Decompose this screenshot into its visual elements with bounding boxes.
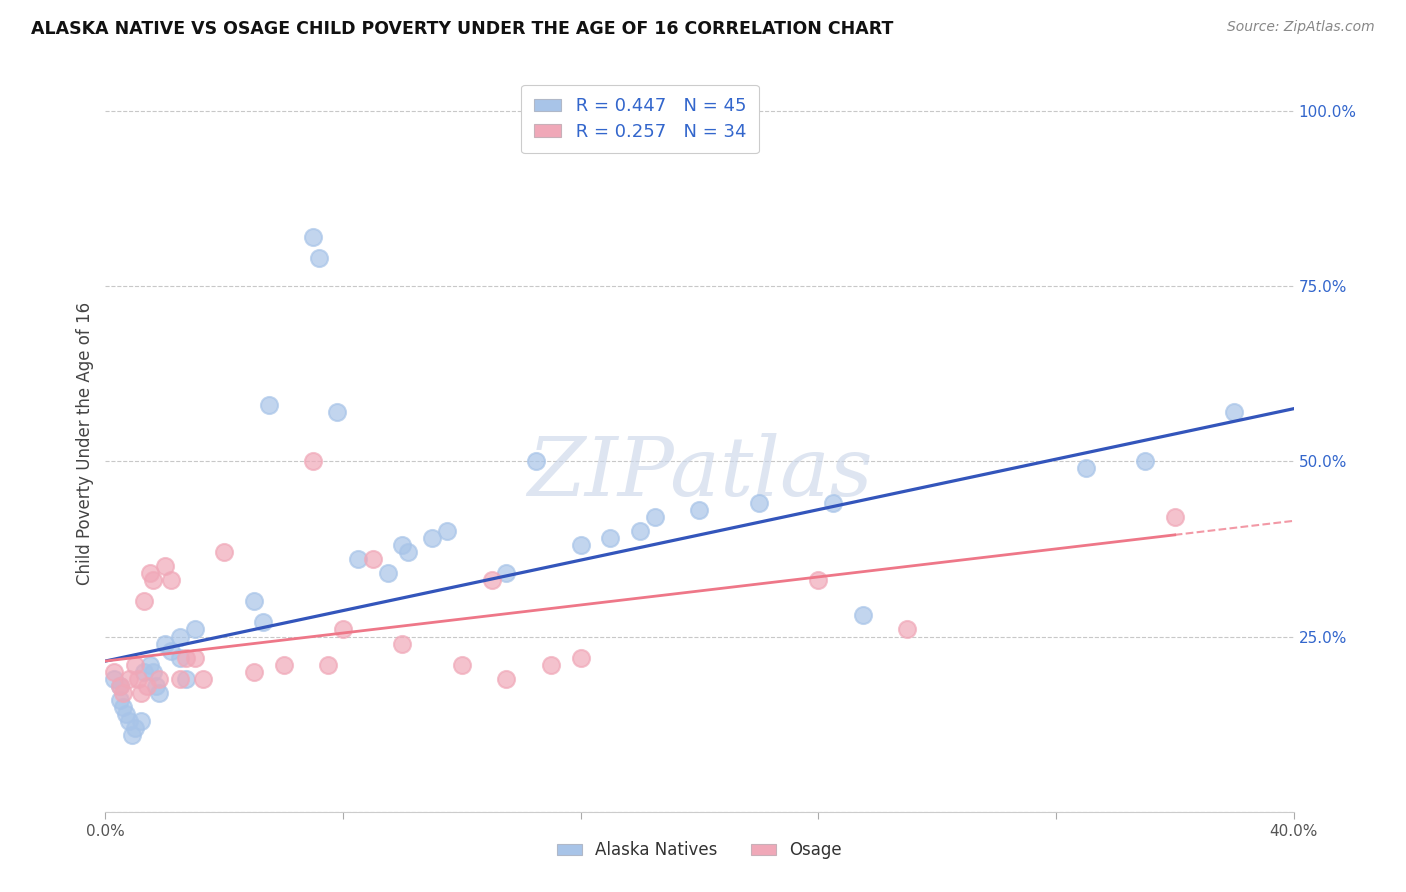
Point [628,524,651,539]
Point [159,643,181,657]
Point [377,566,399,581]
Point [569,650,592,665]
Point [1223,405,1246,419]
Point [450,657,472,672]
Point [159,574,181,588]
Point [118,672,141,686]
Point [132,594,155,608]
Point [243,665,266,679]
Point [896,623,918,637]
Point [540,657,562,672]
Point [124,721,146,735]
Point [599,532,621,546]
Point [103,672,125,686]
Point [347,552,370,566]
Y-axis label: Child Poverty Under the Age of 16: Child Poverty Under the Age of 16 [76,302,94,585]
Point [481,574,503,588]
Point [193,672,215,686]
Point [129,714,152,728]
Point [169,630,191,644]
Point [495,566,517,581]
Point [115,706,138,721]
Point [121,728,143,742]
Point [391,538,413,552]
Point [524,454,547,468]
Point [495,672,517,686]
Point [169,672,191,686]
Point [852,608,875,623]
Point [326,405,349,419]
Point [823,496,845,510]
Legend: Alaska Natives, Osage: Alaska Natives, Osage [550,835,849,866]
Point [644,510,666,524]
Point [316,657,339,672]
Point [257,398,280,412]
Point [127,672,149,686]
Point [243,594,266,608]
Point [1164,510,1187,524]
Point [169,650,191,665]
Point [112,685,135,699]
Point [569,538,592,552]
Point [112,699,135,714]
Point [273,657,295,672]
Point [252,615,274,630]
Point [145,679,167,693]
Point [361,552,384,566]
Point [153,636,176,650]
Point [142,665,165,679]
Point [124,657,146,672]
Text: ZIPatlas: ZIPatlas [527,434,872,513]
Point [110,692,132,706]
Point [420,532,443,546]
Point [103,665,125,679]
Text: ALASKA NATIVE VS OSAGE CHILD POVERTY UNDER THE AGE OF 16 CORRELATION CHART: ALASKA NATIVE VS OSAGE CHILD POVERTY UND… [31,20,893,37]
Point [142,574,165,588]
Text: Source: ZipAtlas.com: Source: ZipAtlas.com [1227,20,1375,34]
Point [214,545,236,559]
Point [183,650,205,665]
Point [174,650,197,665]
Point [748,496,770,510]
Point [129,685,152,699]
Point [174,672,197,686]
Point [118,714,141,728]
Point [1133,454,1156,468]
Point [136,679,159,693]
Point [689,503,711,517]
Point [391,636,413,650]
Point [807,574,830,588]
Point [110,679,132,693]
Point [139,657,162,672]
Point [110,679,132,693]
Point [153,559,176,574]
Point [148,685,170,699]
Point [148,672,170,686]
Point [436,524,458,539]
Point [332,623,354,637]
Point [132,665,155,679]
Point [1074,461,1097,475]
Point [139,566,162,581]
Point [302,230,325,244]
Point [302,454,325,468]
Point [308,251,330,265]
Point [396,545,419,559]
Point [183,623,205,637]
